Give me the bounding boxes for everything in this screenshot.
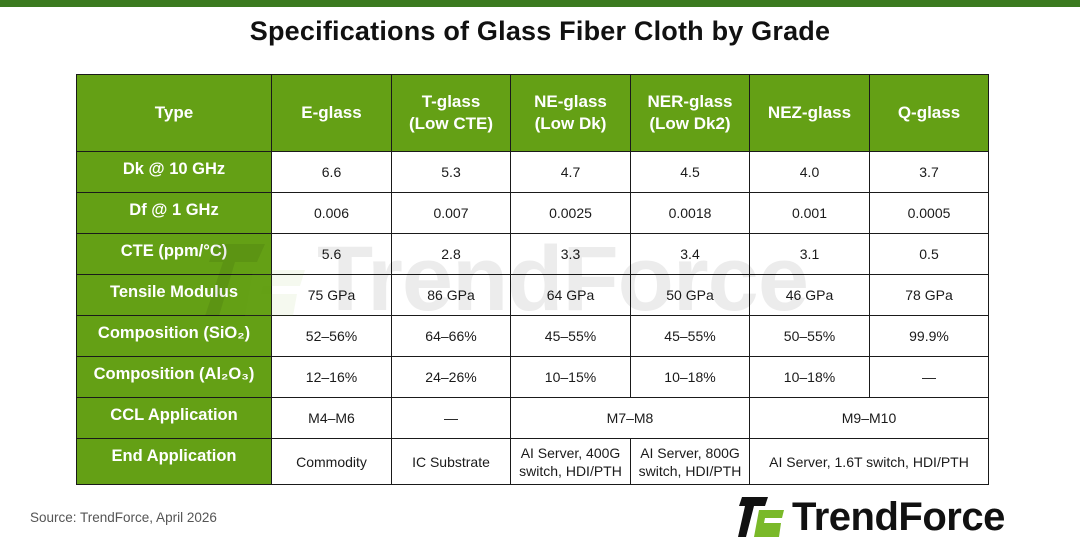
table-cell: 4.7: [510, 151, 631, 193]
table-cell-merged: AI Server, 1.6T switch, HDI/PTH: [749, 438, 989, 485]
table-cell: 4.0: [749, 151, 870, 193]
table-cell: 0.007: [391, 192, 511, 234]
header-type: Type: [76, 74, 272, 152]
table-cell: 50–55%: [749, 315, 870, 357]
table-cell: 0.0025: [510, 192, 631, 234]
table-row-al2o3: Composition (Al₂O₃) 12–16% 24–26% 10–15%…: [76, 356, 989, 398]
table-row-dk: Dk @ 10 GHz 6.6 5.3 4.7 4.5 4.0 3.7: [76, 151, 989, 193]
table-cell: 12–16%: [271, 356, 392, 398]
table-cell: AI Server, 800G switch, HDI/PTH: [630, 438, 750, 485]
table-cell: 64 GPa: [510, 274, 631, 316]
table-cell: 10–18%: [630, 356, 750, 398]
table-cell-merged: M9–M10: [749, 397, 989, 439]
trendforce-logo: TrendForce: [738, 494, 1005, 540]
row-label: Dk @ 10 GHz: [76, 151, 272, 193]
table-cell: 75 GPa: [271, 274, 392, 316]
header-t-glass: T-glass (Low CTE): [391, 74, 511, 152]
top-accent-bar: [0, 0, 1080, 7]
table-cell: —: [391, 397, 511, 439]
table-cell: 5.6: [271, 233, 392, 275]
table-cell: 3.4: [630, 233, 750, 275]
header-e-glass: E-glass: [271, 74, 392, 152]
table-cell: 4.5: [630, 151, 750, 193]
table-cell: 24–26%: [391, 356, 511, 398]
table-cell: 78 GPa: [869, 274, 989, 316]
header-ne-glass: NE-glass (Low Dk): [510, 74, 631, 152]
table-cell: 52–56%: [271, 315, 392, 357]
table-cell: 0.5: [869, 233, 989, 275]
table-cell: 10–18%: [749, 356, 870, 398]
table-row-tensile-modulus: Tensile Modulus 75 GPa 86 GPa 64 GPa 50 …: [76, 274, 989, 316]
table-cell: 0.0018: [630, 192, 750, 234]
table-cell: 0.001: [749, 192, 870, 234]
table-cell: —: [869, 356, 989, 398]
row-label: End Application: [76, 438, 272, 485]
table-cell: 86 GPa: [391, 274, 511, 316]
page-title: Specifications of Glass Fiber Cloth by G…: [249, 16, 831, 46]
table-cell: 99.9%: [869, 315, 989, 357]
table-row-df: Df @ 1 GHz 0.006 0.007 0.0025 0.0018 0.0…: [76, 192, 989, 234]
source-note: Source: TrendForce, April 2026: [30, 510, 217, 525]
table-cell: 5.3: [391, 151, 511, 193]
table-cell: 3.7: [869, 151, 989, 193]
table-cell: 45–55%: [510, 315, 631, 357]
table-cell: 46 GPa: [749, 274, 870, 316]
table-row-sio2: Composition (SiO₂) 52–56% 64–66% 45–55% …: [76, 315, 989, 357]
row-label: CTE (ppm/°C): [76, 233, 272, 275]
table-row-ccl-application: CCL Application M4–M6 — M7–M8 M9–M10: [76, 397, 989, 439]
header-ner-glass: NER-glass (Low Dk2): [630, 74, 750, 152]
table-cell: 45–55%: [630, 315, 750, 357]
row-label: Composition (Al₂O₃): [76, 356, 272, 398]
table-row-cte: CTE (ppm/°C) 5.6 2.8 3.3 3.4 3.1 0.5: [76, 233, 989, 275]
row-label: Df @ 1 GHz: [76, 192, 272, 234]
row-label: Composition (SiO₂): [76, 315, 272, 357]
table-header-row: Type E-glass T-glass (Low CTE) NE-glass (L…: [76, 74, 989, 152]
table-cell: 64–66%: [391, 315, 511, 357]
table-cell: 3.1: [749, 233, 870, 275]
table-cell: 2.8: [391, 233, 511, 275]
header-nez-glass: NEZ-glass: [749, 74, 870, 152]
table-cell: M4–M6: [271, 397, 392, 439]
table-cell: 0.006: [271, 192, 392, 234]
table-cell: 3.3: [510, 233, 631, 275]
row-label: CCL Application: [76, 397, 272, 439]
table-cell: 50 GPa: [630, 274, 750, 316]
table-cell-merged: M7–M8: [510, 397, 750, 439]
table-cell: 10–15%: [510, 356, 631, 398]
table-cell: 6.6: [271, 151, 392, 193]
table-cell: Commodity: [271, 438, 392, 485]
table-cell: 0.0005: [869, 192, 989, 234]
table-cell: IC Substrate: [391, 438, 511, 485]
header-q-glass: Q-glass: [869, 74, 989, 152]
table-row-end-application: End Application Commodity IC Substrate A…: [76, 438, 989, 485]
table-cell: AI Server, 400G switch, HDI/PTH: [510, 438, 631, 485]
trendforce-logo-icon: [738, 497, 784, 537]
row-label: Tensile Modulus: [76, 274, 272, 316]
specifications-table: Type E-glass T-glass (Low CTE) NE-glass (L…: [76, 74, 989, 485]
